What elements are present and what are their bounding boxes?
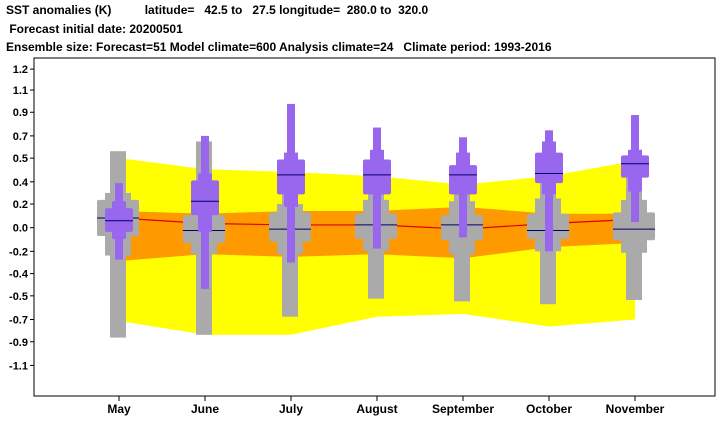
x-tick-label: August [356, 402, 397, 416]
forecast-2-iqr-box [277, 159, 305, 195]
forecast-6-iqr-box [621, 155, 649, 178]
y-tick-label: 1.1 [13, 85, 28, 97]
y-tick-label: -0.4 [9, 269, 29, 281]
y-tick-label: -0.7 [9, 314, 28, 326]
y-tick-label: 0.7 [13, 131, 28, 143]
y-tick-label: -1.1 [9, 360, 28, 372]
y-tick-label: 0.0 [13, 223, 28, 235]
ensemble-info-label: Ensemble size: Forecast=51 Model climate… [6, 40, 552, 54]
x-tick-label: September [432, 402, 494, 416]
x-tick-label: May [107, 402, 131, 416]
y-tick-label: -0.2 [9, 246, 28, 258]
plot-frame [33, 57, 716, 397]
y-tick-label: 1.2 [13, 64, 28, 76]
x-tick-label: November [606, 402, 665, 416]
y-tick-label: -0.9 [9, 337, 28, 349]
forecast-date-label: Forecast initial date: 20200501 [6, 22, 183, 36]
forecast-0-iqr-box [105, 208, 133, 232]
forecast-4-iqr-box [449, 165, 477, 195]
forecast-5-iqr-box [535, 152, 563, 184]
y-tick-label: 0.2 [13, 199, 28, 211]
y-tick-label: 0.4 [13, 177, 29, 189]
x-tick-label: June [191, 402, 219, 416]
x-tick-label: July [279, 402, 303, 416]
y-tick-label: 0.9 [13, 107, 28, 119]
chart-title: SST anomalies (K) latitude= 42.5 to 27.5… [6, 3, 429, 17]
y-tick-label: 0.5 [13, 153, 28, 165]
y-tick-label: -0.5 [9, 291, 28, 303]
forecast-1-iqr-box [191, 180, 219, 216]
x-tick-label: October [526, 402, 572, 416]
model-climate-6-iqr-box [613, 212, 655, 241]
forecast-3-iqr-box [363, 159, 391, 195]
